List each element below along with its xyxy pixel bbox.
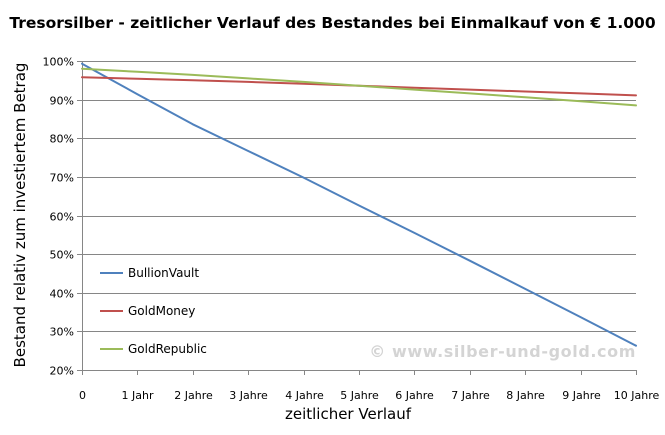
x-tick-label: 10 Jahre <box>614 389 660 402</box>
x-tick-label: 0 <box>79 389 86 402</box>
x-tick-label: 2 Jahre <box>174 389 213 402</box>
x-tick-label: 6 Jahre <box>395 389 434 402</box>
x-tick-label: 9 Jahre <box>562 389 601 402</box>
chart-title: Tresorsilber - zeitlicher Verlauf des Be… <box>9 14 656 32</box>
legend: BullionVault GoldMoney GoldRepublic <box>100 266 207 356</box>
x-tick-label: 5 Jahre <box>340 389 379 402</box>
y-tick-label: 90% <box>50 95 74 108</box>
x-tick-label: 3 Jahre <box>229 389 268 402</box>
y-tick-label: 40% <box>50 288 74 301</box>
legend-label-goldmoney: GoldMoney <box>128 304 195 318</box>
gridlines <box>82 61 636 371</box>
y-axis-title: Bestand relativ zum investiertem Betrag <box>11 63 29 368</box>
y-tick-label: 30% <box>50 326 74 339</box>
y-tick-labels: 20% 30% 40% 50% 60% 70% 80% 90% 100% <box>43 56 74 378</box>
y-tick-label: 100% <box>43 56 74 69</box>
x-tick-label: 4 Jahre <box>285 389 324 402</box>
series-lines <box>81 62 637 347</box>
y-tick-label: 20% <box>50 365 74 378</box>
x-tick-label: 8 Jahre <box>506 389 545 402</box>
y-tick-label: 60% <box>50 211 74 224</box>
y-tick-label: 70% <box>50 172 74 185</box>
axes <box>77 61 637 375</box>
series-line-goldrepublic <box>81 67 637 107</box>
x-axis-title: zeitlicher Verlauf <box>285 405 412 423</box>
x-tick-labels: 0 1 Jahr 2 Jahre 3 Jahre 4 Jahre 5 Jahre 6 Jah… <box>79 389 659 402</box>
y-tick-label: 50% <box>50 249 74 262</box>
legend-label-bullionvault: BullionVault <box>128 266 199 280</box>
x-tick-label: 7 Jahre <box>451 389 490 402</box>
series-line-bullionvault <box>81 62 637 347</box>
y-tick-label: 80% <box>50 133 74 146</box>
legend-label-goldrepublic: GoldRepublic <box>128 342 207 356</box>
watermark: © www.silber-und-gold.com <box>369 342 636 361</box>
x-tick-label: 1 Jahr <box>122 389 154 402</box>
